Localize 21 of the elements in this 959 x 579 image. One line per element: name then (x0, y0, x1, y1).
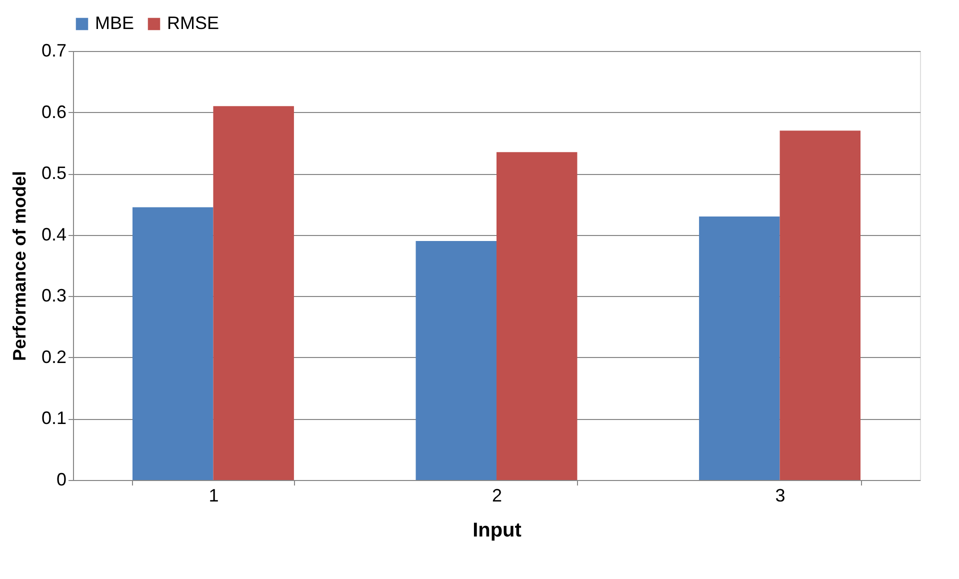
bar (699, 216, 780, 480)
x-tick-label: 3 (775, 486, 786, 506)
y-tick-label: 0.7 (41, 40, 66, 60)
bar (496, 152, 578, 480)
y-tick-label: 0.3 (41, 286, 66, 306)
y-tick-label: 0.6 (41, 102, 66, 122)
y-tick-label: 0 (56, 470, 66, 490)
y-tick-label: 0.4 (41, 224, 66, 244)
legend-label: RMSE (167, 13, 220, 33)
y-tick-label: 0.2 (41, 346, 66, 367)
bar (416, 240, 496, 480)
bar (132, 207, 214, 480)
bar (213, 106, 294, 480)
y-tick-label: 0.5 (41, 163, 66, 184)
bar (780, 130, 861, 480)
y-tick-label: 0.1 (41, 408, 66, 428)
x-tick-label: 1 (208, 486, 219, 506)
y-axis-title: Performance of model (9, 170, 30, 362)
x-tick-label: 2 (492, 486, 502, 506)
legend-label: MBE (95, 13, 134, 33)
x-axis-title: Input (472, 520, 522, 542)
